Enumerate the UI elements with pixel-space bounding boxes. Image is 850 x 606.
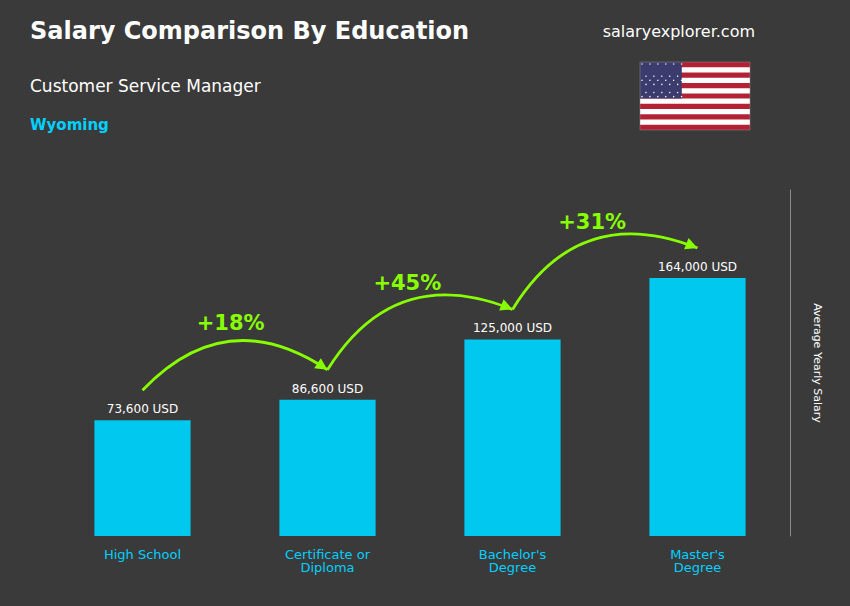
svg-text:salaryexplorer.com: salaryexplorer.com — [603, 22, 755, 41]
svg-text:Diploma: Diploma — [300, 560, 354, 575]
svg-text:Customer Service Manager: Customer Service Manager — [30, 76, 261, 96]
svg-text:+45%: +45% — [373, 271, 441, 295]
svg-text:Average Yearly Salary: Average Yearly Salary — [811, 303, 824, 423]
svg-text:+31%: +31% — [558, 210, 626, 234]
svg-text:Degree: Degree — [674, 560, 721, 575]
svg-text:73,600 USD: 73,600 USD — [107, 402, 178, 416]
svg-text:86,600 USD: 86,600 USD — [292, 382, 363, 396]
svg-text:Degree: Degree — [489, 560, 536, 575]
svg-text:Salary Comparison By Education: Salary Comparison By Education — [30, 17, 469, 45]
svg-text:164,000 USD: 164,000 USD — [658, 260, 737, 274]
svg-text:Wyoming: Wyoming — [30, 116, 109, 134]
svg-text:Certificate or: Certificate or — [285, 547, 370, 562]
svg-text:125,000 USD: 125,000 USD — [473, 321, 552, 335]
svg-text:Bachelor's: Bachelor's — [478, 547, 547, 562]
svg-text:+18%: +18% — [197, 311, 265, 335]
svg-text:Master's: Master's — [670, 547, 725, 562]
svg-text:High School: High School — [104, 547, 181, 562]
